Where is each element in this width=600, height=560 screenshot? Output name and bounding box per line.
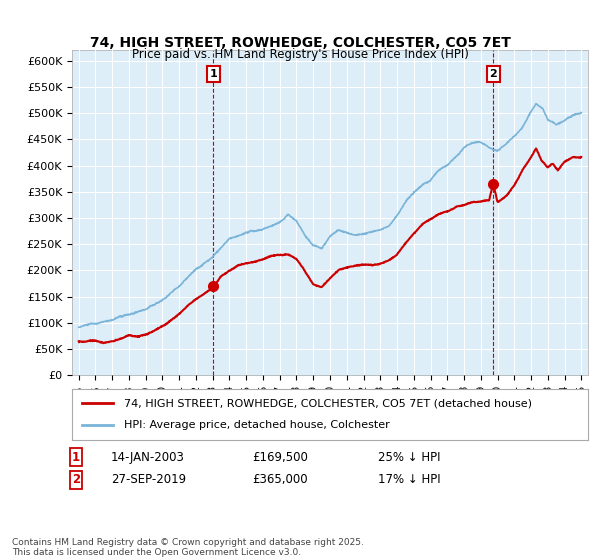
Text: 25% ↓ HPI: 25% ↓ HPI (378, 451, 440, 464)
Text: £169,500: £169,500 (252, 451, 308, 464)
Text: 2: 2 (490, 69, 497, 79)
Text: 14-JAN-2003: 14-JAN-2003 (111, 451, 185, 464)
Text: 17% ↓ HPI: 17% ↓ HPI (378, 473, 440, 486)
Text: 27-SEP-2019: 27-SEP-2019 (111, 473, 186, 486)
Text: Price paid vs. HM Land Registry's House Price Index (HPI): Price paid vs. HM Land Registry's House … (131, 48, 469, 60)
Text: 74, HIGH STREET, ROWHEDGE, COLCHESTER, CO5 7ET: 74, HIGH STREET, ROWHEDGE, COLCHESTER, C… (89, 36, 511, 50)
Text: 74, HIGH STREET, ROWHEDGE, COLCHESTER, CO5 7ET (detached house): 74, HIGH STREET, ROWHEDGE, COLCHESTER, C… (124, 398, 532, 408)
Text: HPI: Average price, detached house, Colchester: HPI: Average price, detached house, Colc… (124, 421, 389, 431)
Text: £365,000: £365,000 (252, 473, 308, 486)
Text: 1: 1 (72, 451, 80, 464)
Text: Contains HM Land Registry data © Crown copyright and database right 2025.
This d: Contains HM Land Registry data © Crown c… (12, 538, 364, 557)
Text: 1: 1 (209, 69, 217, 79)
Text: 2: 2 (72, 473, 80, 486)
